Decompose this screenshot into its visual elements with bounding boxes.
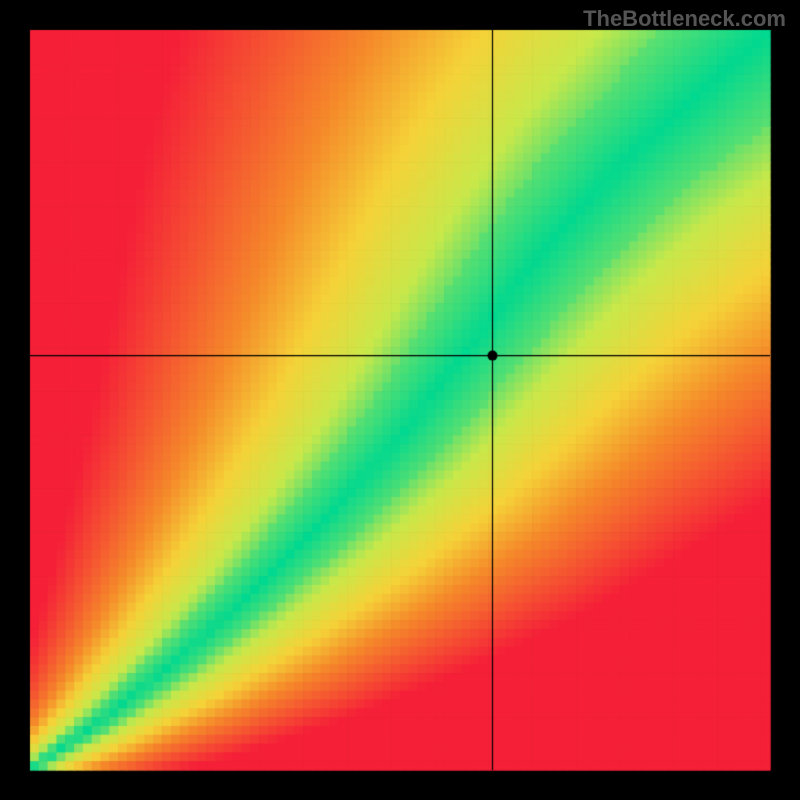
watermark-text: TheBottleneck.com [583,6,786,32]
chart-container: TheBottleneck.com [0,0,800,800]
heatmap-canvas [0,0,800,800]
